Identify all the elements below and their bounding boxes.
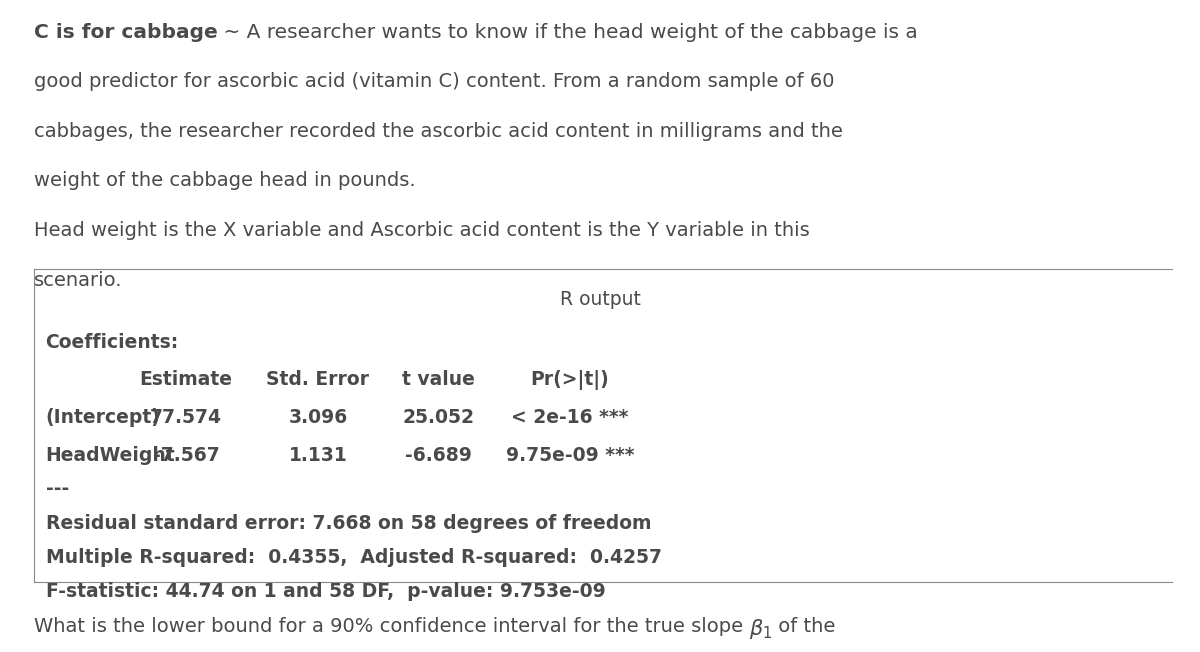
Text: -6.689: -6.689 <box>404 446 472 465</box>
Text: 3.096: 3.096 <box>288 408 348 427</box>
Text: 9.75e-09 ***: 9.75e-09 *** <box>505 446 635 465</box>
Text: Std. Error: Std. Error <box>266 370 370 389</box>
Text: 25.052: 25.052 <box>402 408 474 427</box>
Text: 77.574: 77.574 <box>150 408 222 427</box>
Text: ∼ A researcher wants to know if the head weight of the cabbage is a: ∼ A researcher wants to know if the head… <box>217 23 918 42</box>
Text: What is the lower bound for a 90% confidence interval for the true slope: What is the lower bound for a 90% confid… <box>34 617 749 636</box>
Text: cabbages, the researcher recorded the ascorbic acid content in milligrams and th: cabbages, the researcher recorded the as… <box>34 122 842 141</box>
Text: HeadWeight: HeadWeight <box>46 446 175 465</box>
Text: t value: t value <box>402 370 474 389</box>
Text: Pr(>|t|): Pr(>|t|) <box>530 370 610 391</box>
Text: R output: R output <box>559 290 641 309</box>
Text: good predictor for ascorbic acid (vitamin C) content. From a random sample of 60: good predictor for ascorbic acid (vitami… <box>34 72 834 91</box>
Text: Head weight is the X variable and Ascorbic acid content is the Y variable in thi: Head weight is the X variable and Ascorb… <box>34 221 809 240</box>
Text: ---: --- <box>46 479 68 497</box>
Text: (Intercept): (Intercept) <box>46 408 161 427</box>
Text: Coefficients:: Coefficients: <box>46 333 179 351</box>
Text: of the: of the <box>772 617 835 636</box>
Text: scenario.: scenario. <box>34 271 122 289</box>
Text: Estimate: Estimate <box>139 370 233 389</box>
Text: F-statistic: 44.74 on 1 and 58 DF,  p-value: 9.753e-09: F-statistic: 44.74 on 1 and 58 DF, p-val… <box>46 582 605 600</box>
Text: C is for cabbage: C is for cabbage <box>34 23 217 42</box>
Text: weight of the cabbage head in pounds.: weight of the cabbage head in pounds. <box>34 171 415 190</box>
Text: < 2e-16 ***: < 2e-16 *** <box>511 408 629 427</box>
Text: -7.567: -7.567 <box>152 446 220 465</box>
Text: $\beta_1$: $\beta_1$ <box>749 617 772 642</box>
Text: 1.131: 1.131 <box>289 446 347 465</box>
Text: Multiple R-squared:  0.4355,  Adjusted R-squared:  0.4257: Multiple R-squared: 0.4355, Adjusted R-s… <box>46 548 661 567</box>
Text: Residual standard error: 7.668 on 58 degrees of freedom: Residual standard error: 7.668 on 58 deg… <box>46 514 652 533</box>
